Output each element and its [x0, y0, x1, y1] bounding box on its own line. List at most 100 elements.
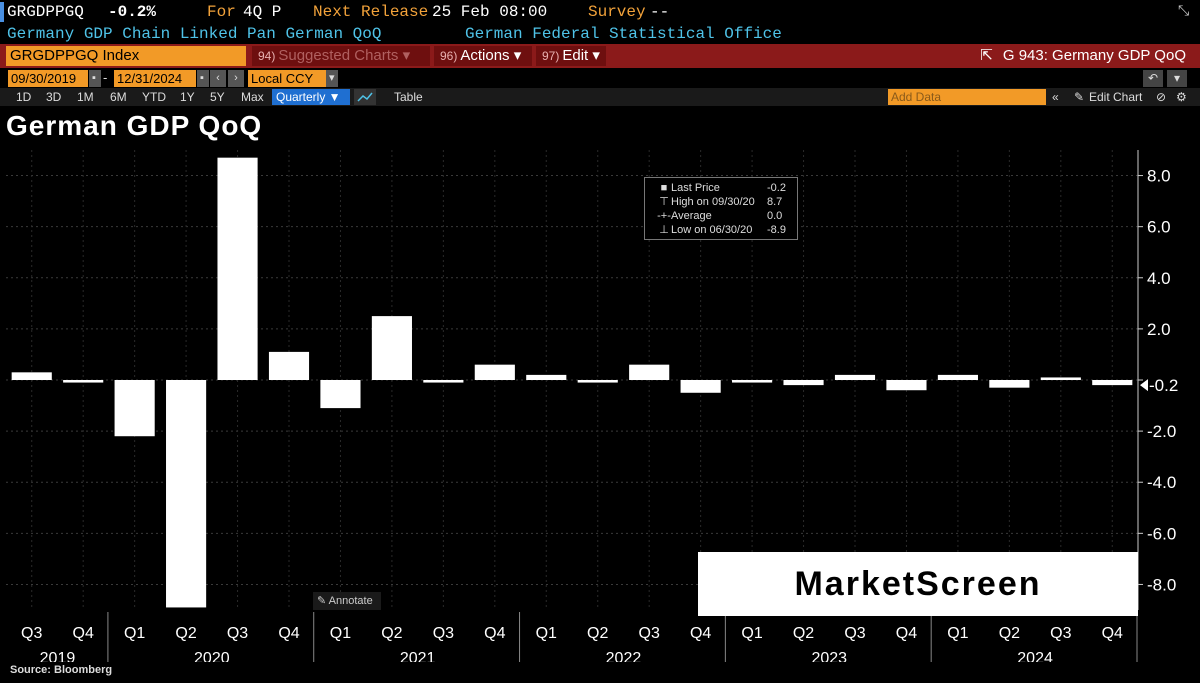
bar [680, 380, 721, 393]
annotate-button[interactable]: ✎ Annotate [313, 592, 381, 610]
header-next-release-label: Next Release [313, 3, 429, 21]
chart-legend[interactable]: ■ Last Price -0.2 ⊤ High on 09/30/20 8.7… [644, 177, 798, 240]
range-1y[interactable]: 1Y [180, 90, 195, 104]
x-tick-label: Q1 [124, 625, 145, 642]
pencil-icon: ✎ [1074, 90, 1085, 104]
high-marker-icon: ⊤ [659, 196, 669, 208]
x-tick-label: Q3 [21, 625, 42, 642]
bar [1040, 377, 1081, 380]
y-tick-label: -8.0 [1147, 575, 1176, 594]
suggested-charts-label: Suggested Charts ▾ [278, 47, 411, 64]
start-calendar-icon[interactable]: ▪ [89, 70, 101, 87]
bar [63, 380, 104, 383]
bar [732, 380, 773, 383]
range-3d[interactable]: 3D [46, 90, 62, 104]
range-1d[interactable]: 1D [16, 90, 32, 104]
table-button[interactable]: Table [394, 90, 423, 104]
bar [629, 364, 670, 380]
bar [474, 364, 515, 380]
chart-id-label: G 943: Germany GDP QoQ [1002, 47, 1186, 64]
x-tick-label: Q2 [587, 625, 608, 642]
header-next-release-value: 25 Feb 08:00 [432, 3, 548, 21]
bar [1092, 380, 1133, 386]
range-6m[interactable]: 6M [110, 90, 127, 104]
add-data-input[interactable]: Add Data [888, 89, 1046, 105]
chart-y-axis: 8.0 6.0 4.0 2.0 -2.0 -4.0 -6.0 -8.0 -0.2 [1137, 150, 1200, 610]
actions-number: 96) [440, 49, 458, 63]
edit-chart-button[interactable]: Edit Chart [1089, 90, 1143, 104]
pencil-icon: ✎ [317, 595, 329, 607]
end-date-input[interactable]: 12/31/2024 [114, 70, 196, 87]
next-period-icon[interactable]: › [228, 70, 244, 87]
actions-button[interactable]: 96) Actions ▾ [434, 46, 532, 66]
currency-dropdown-icon[interactable]: ▾ [326, 70, 338, 87]
currency-select[interactable]: Local CCY [248, 70, 326, 87]
x-tick-label: Q3 [227, 625, 248, 642]
expand-icon[interactable]: ⤡ [1178, 2, 1190, 18]
x-tick-label: Q1 [947, 625, 968, 642]
edit-number: 97) [542, 49, 560, 63]
range-1m[interactable]: 1M [77, 90, 94, 104]
x-tick-label: Q2 [175, 625, 196, 642]
line-chart-icon[interactable] [354, 89, 376, 105]
last-value-label: -0.2 [1149, 376, 1178, 395]
bar [577, 380, 618, 383]
chart-title: German GDP QoQ [6, 110, 263, 141]
chart-toolbar: GRGDPPGQ Index 94) Suggested Charts ▾ 96)… [0, 44, 1200, 68]
legend-row-low: ⊥ Low on 06/30/20 -8.9 [645, 223, 797, 237]
ticker-input[interactable]: GRGDPPGQ Index [6, 46, 246, 66]
y-tick-label: 6.0 [1147, 218, 1171, 237]
y-tick-label: -2.0 [1147, 422, 1176, 441]
bar [937, 374, 978, 380]
start-date-input[interactable]: 09/30/2019 [8, 70, 88, 87]
actions-label: Actions ▾ [460, 47, 522, 64]
end-calendar-icon[interactable]: ▪ [197, 70, 209, 87]
header-last-value: -0.2% [108, 3, 157, 21]
edit-button[interactable]: 97) Edit ▾ [536, 46, 606, 66]
source-organization: German Federal Statistical Office [465, 25, 782, 43]
legend-row-last-price: ■ Last Price -0.2 [645, 181, 797, 195]
y-tick-label: 4.0 [1147, 269, 1171, 288]
prev-period-icon[interactable]: ‹ [210, 70, 226, 87]
undo-icon[interactable]: ↶ [1143, 70, 1163, 87]
y-tick-label: 2.0 [1147, 320, 1171, 339]
x-tick-label: Q3 [639, 625, 660, 642]
header-accent-bar [0, 2, 4, 22]
suggested-charts-button[interactable]: 94) Suggested Charts ▾ [252, 46, 430, 66]
range-5y[interactable]: 5Y [210, 90, 225, 104]
x-year-label: 2024 [1017, 650, 1053, 662]
range-ytd[interactable]: YTD [142, 90, 166, 104]
y-tick-label: 8.0 [1147, 167, 1171, 186]
annotate-label: Annotate [328, 595, 373, 607]
chart-bars [11, 157, 1133, 608]
watermark-logo: MarketScreen [698, 552, 1138, 616]
collapse-icon[interactable]: « [1052, 90, 1059, 104]
date-range-row: 09/30/2019 ▪ - 12/31/2024 ▪ ‹ › Local CC… [0, 69, 1200, 87]
last-value-box [1148, 375, 1200, 396]
description-row: Germany GDP Chain Linked Pan German QoQ … [0, 24, 1200, 44]
legend-label: Last Price [671, 182, 720, 194]
bar [989, 380, 1030, 388]
legend-value: 8.7 [767, 196, 783, 208]
bar [166, 380, 207, 608]
chart-x-axis: Q3 Q4 Q1 Q2 Q3 Q4 Q1 Q2 Q3 Q4 Q1 Q2 Q3 Q4 Q1 Q2 Q3 Q4 Q1 Q2… [21, 612, 1138, 662]
x-year-label: 2023 [811, 650, 847, 662]
low-marker-icon: ⊥ [659, 224, 669, 236]
x-tick-label: Q3 [1050, 625, 1071, 642]
period-select[interactable]: Quarterly ▼ [272, 89, 350, 105]
bar [320, 380, 361, 409]
bar [526, 374, 567, 380]
legend-label: Low on 06/30/20 [671, 224, 753, 236]
header-for-value: 4Q P [243, 3, 282, 21]
x-tick-label: Q1 [330, 625, 351, 642]
edit-chart-icon[interactable]: ⊘ [1156, 90, 1167, 104]
x-year-label: 2019 [40, 650, 76, 662]
last-price-square-icon: ■ [660, 182, 668, 194]
average-marker-icon: -+- [657, 210, 671, 222]
settings-gear-icon[interactable]: ⚙ [1176, 90, 1187, 104]
more-options-icon[interactable]: ▾ [1167, 70, 1187, 87]
header-survey-value: -- [650, 3, 670, 21]
range-max[interactable]: Max [241, 90, 264, 104]
x-tick-label: Q2 [381, 625, 402, 642]
chart-id-link[interactable]: ⇱ G 943: Germany GDP QoQ [980, 46, 1186, 66]
